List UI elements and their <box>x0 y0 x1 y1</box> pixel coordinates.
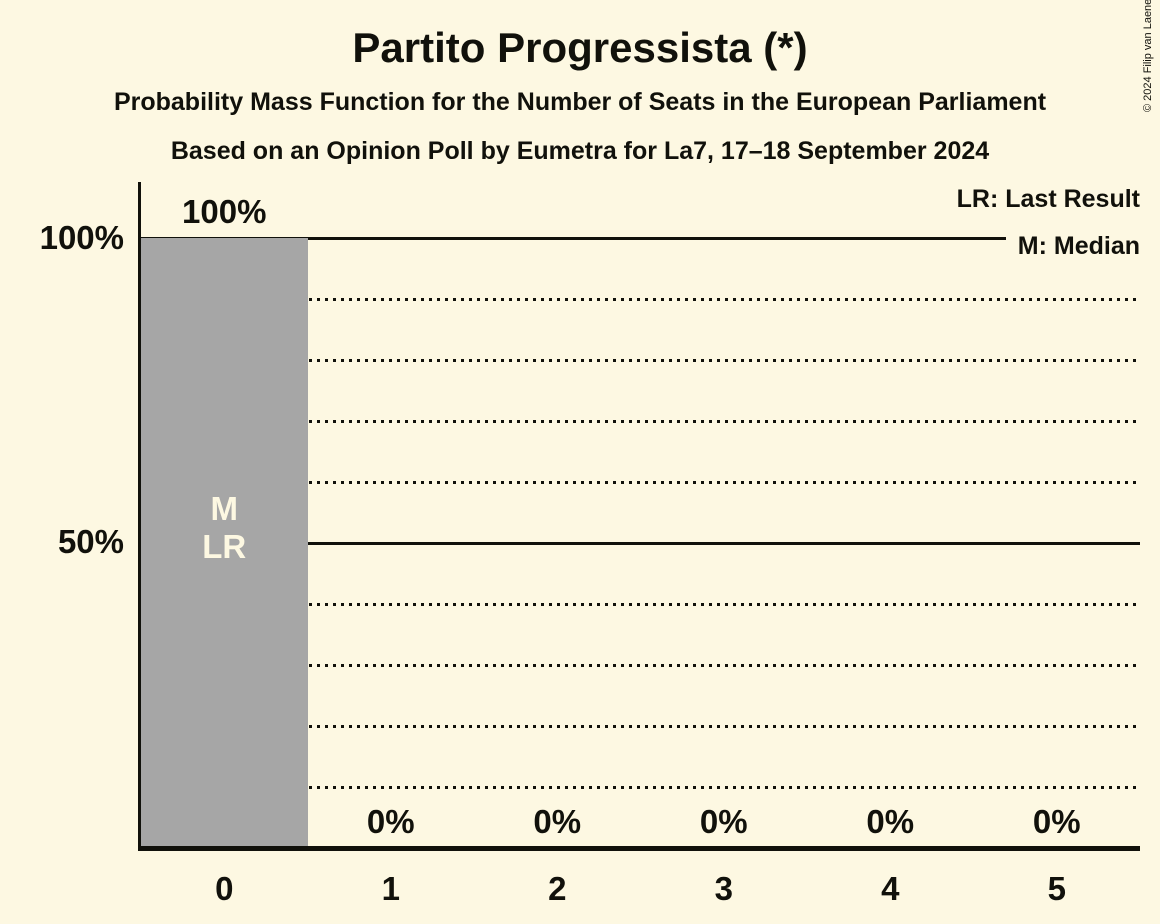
bar-value-label-4: 0% <box>866 803 915 840</box>
legend-last-result: LR: Last Result <box>956 185 1140 213</box>
gridline-dotted-80 <box>141 359 1140 362</box>
x-axis-tick-5: 5 <box>1047 870 1066 907</box>
chart-subtitle-poll-info: Based on an Opinion Poll by Eumetra for … <box>170 137 990 165</box>
bar-annotation-line: LR <box>202 527 247 565</box>
x-axis-tick-4: 4 <box>881 870 900 907</box>
chart-subtitle: Probability Mass Function for the Number… <box>113 88 1047 116</box>
x-axis-tick-1: 1 <box>381 870 400 907</box>
bar-annotation-median-last-result: M LR <box>141 490 308 566</box>
x-axis-tick-3: 3 <box>714 870 733 907</box>
gridline-dotted-10 <box>141 786 1140 789</box>
bar-value-label-1: 0% <box>366 803 415 840</box>
gridline-dotted-70 <box>141 420 1140 423</box>
legend-median: M: Median <box>1005 232 1140 261</box>
gridline-dotted-40 <box>141 603 1140 606</box>
plot-area: 100% 0% 0% 0% 0% 0% M LR <box>141 193 1140 848</box>
gridline-solid-100 <box>141 237 1140 240</box>
bar-value-label-5: 0% <box>1032 803 1081 840</box>
chart-title: Partito Progressista (*) <box>352 24 808 71</box>
gridline-dotted-30 <box>141 664 1140 667</box>
bar-value-label-3: 0% <box>699 803 748 840</box>
gridline-dotted-90 <box>141 298 1140 301</box>
gridline-dotted-20 <box>141 725 1140 728</box>
gridline-solid-50 <box>141 542 1140 545</box>
y-axis-tick-50: 50% <box>57 523 124 560</box>
x-axis-tick-2: 2 <box>548 870 567 907</box>
y-axis-line <box>138 182 141 848</box>
bar-seats-0 <box>141 238 308 848</box>
x-axis-tick-0: 0 <box>215 870 234 907</box>
bar-value-label-0: 100% <box>182 193 267 230</box>
bar-value-label-2: 0% <box>533 803 582 840</box>
gridline-dotted-60 <box>141 481 1140 484</box>
x-axis-line <box>138 846 1140 851</box>
x-axis-tick-row: 0 1 2 3 4 5 <box>141 868 1140 910</box>
bar-annotation-line: M <box>210 489 239 527</box>
y-axis-tick-100: 100% <box>39 219 124 256</box>
